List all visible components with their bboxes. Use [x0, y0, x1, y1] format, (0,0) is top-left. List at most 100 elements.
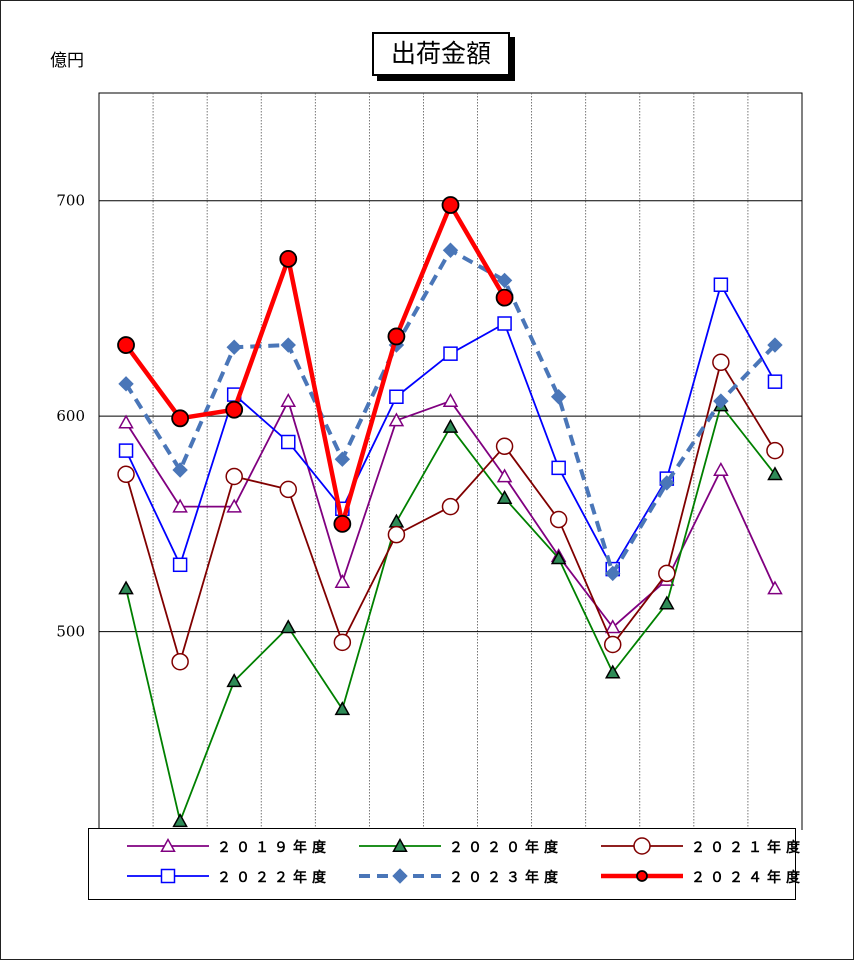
legend-swatch — [127, 868, 209, 884]
data-point — [767, 580, 783, 595]
data-point — [280, 393, 297, 408]
data-point — [604, 664, 621, 679]
legend-label: ２０２０年度 — [449, 840, 563, 856]
data-point — [659, 475, 675, 491]
data-point — [442, 418, 459, 433]
data-point — [333, 514, 352, 533]
data-point — [160, 837, 176, 852]
data-point — [441, 196, 460, 214]
y-tick-labels: 400500600700 — [56, 192, 85, 641]
data-point — [442, 393, 459, 408]
data-point — [550, 550, 567, 565]
data-point — [226, 673, 242, 688]
legend-item: ２０２１年度 — [599, 835, 800, 857]
data-point — [225, 400, 244, 419]
legend-swatch — [359, 868, 441, 884]
series-2 — [117, 353, 784, 671]
legend-item: ２０１９年度 — [125, 835, 326, 857]
data-point — [280, 619, 297, 634]
data-point — [117, 465, 135, 484]
data-point — [392, 837, 408, 852]
data-point — [334, 701, 351, 716]
data-point — [160, 868, 176, 884]
data-point — [604, 619, 621, 634]
data-point — [118, 414, 134, 429]
data-point — [441, 497, 460, 516]
data-point — [497, 316, 512, 331]
legend-label: ２０１９年度 — [217, 840, 331, 856]
legend-item: ２０２４年度 — [599, 865, 800, 887]
legend-item: ２０２０年度 — [357, 835, 558, 857]
data-point — [118, 580, 134, 595]
data-point — [496, 468, 513, 483]
data-point — [171, 652, 189, 671]
data-point — [171, 409, 190, 428]
legend-label: ２０２４年度 — [691, 870, 805, 886]
data-point — [767, 466, 783, 481]
data-point — [387, 525, 406, 544]
legend-swatch — [359, 837, 441, 852]
data-point — [279, 480, 298, 499]
data-point — [172, 498, 188, 513]
data-point — [633, 837, 651, 855]
data-point — [389, 389, 404, 405]
data-point — [603, 635, 622, 654]
chart-canvas: 400500600700 4 月5 月6 月7 月8 月9 月10月11月12月… — [56, 92, 803, 830]
data-point — [713, 393, 729, 409]
series-4 — [118, 242, 783, 582]
legend-swatch — [127, 837, 209, 852]
data-point — [226, 339, 242, 355]
data-point — [605, 565, 621, 582]
data-point — [767, 337, 783, 353]
data-point — [551, 460, 566, 476]
data-point — [172, 813, 188, 828]
legend-label: ２０２１年度 — [691, 840, 805, 856]
y-tick-label: 500 — [56, 623, 85, 641]
data-point — [118, 376, 134, 392]
data-point — [766, 441, 784, 460]
data-point — [334, 451, 351, 467]
data-point — [712, 353, 730, 372]
data-point — [333, 633, 352, 652]
series-5 — [117, 196, 514, 533]
data-point — [117, 336, 135, 354]
series-layer — [117, 196, 784, 828]
chart-title: 出荷金額 — [372, 32, 510, 76]
data-point — [279, 249, 298, 268]
data-point — [225, 467, 243, 486]
legend-swatch — [601, 870, 683, 882]
data-point — [636, 870, 648, 882]
data-point — [713, 461, 729, 476]
legend-label: ２０２３年度 — [449, 870, 563, 886]
data-point — [495, 437, 514, 456]
legend-item: ２０２３年度 — [357, 865, 558, 887]
data-point — [443, 346, 458, 361]
data-point — [550, 389, 567, 405]
y-tick-label: 600 — [56, 407, 85, 425]
data-point — [713, 277, 729, 292]
y-axis-unit-label: 億円 — [50, 51, 84, 71]
data-point — [280, 337, 296, 353]
legend: ２０１９年度 ２０２０年度 ２０２１年度 ２０２２年度 ２０２３年度 ２０２４年度 — [88, 828, 800, 900]
data-point — [659, 595, 675, 610]
data-point — [496, 272, 513, 289]
legend-label: ２０２２年度 — [217, 870, 331, 886]
data-point — [767, 374, 783, 389]
data-point — [334, 573, 351, 588]
data-point — [442, 242, 459, 258]
plot-area — [98, 92, 803, 830]
data-point — [392, 868, 408, 884]
data-point — [495, 288, 514, 307]
data-point — [226, 498, 242, 513]
data-point — [172, 557, 188, 573]
data-point — [281, 434, 296, 450]
data-point — [387, 327, 406, 346]
data-point — [496, 489, 513, 504]
data-point — [549, 510, 568, 529]
legend-item: ２０２２年度 — [125, 865, 326, 887]
legend-swatch — [601, 837, 683, 855]
data-point — [172, 462, 188, 478]
data-point — [118, 443, 134, 458]
data-point — [388, 412, 405, 427]
series-line — [124, 202, 507, 527]
